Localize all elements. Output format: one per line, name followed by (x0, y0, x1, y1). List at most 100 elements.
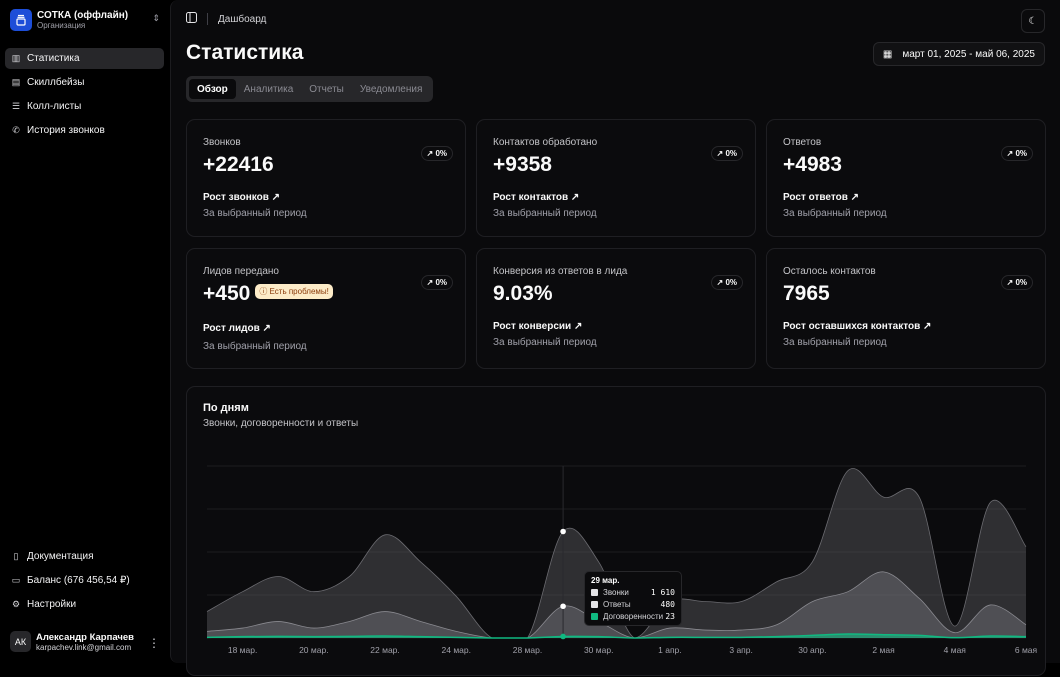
stat-footer: Рост контактов ↗ (493, 192, 579, 203)
stat-footer-text: Рост звонков (203, 192, 269, 203)
sidebar-item-0[interactable]: ▯ Документация (5, 546, 164, 567)
x-tick-label: 1 апр. (658, 645, 682, 655)
x-tick-label: 30 мар. (584, 645, 613, 655)
x-tick-label: 2 мая (872, 645, 895, 655)
change-value: 0% (435, 149, 447, 158)
org-name: СОТКА (оффлайн) (37, 10, 129, 21)
stat-card: Конверсия из ответов в лида 9.03% ↗ 0% Рост… (476, 248, 756, 369)
stat-footer: Рост ответов ↗ (783, 192, 859, 203)
sidebar-item-0[interactable]: ▥ Статистика (5, 48, 164, 69)
stat-value-text: +450 (203, 282, 251, 305)
stat-label: Осталось контактов (783, 266, 876, 277)
stat-value-text: 7965 (783, 282, 830, 305)
sidebar-toggle-icon[interactable] (186, 12, 197, 26)
series-line-2 (206, 633, 1027, 639)
stat-footer: Рост конверсии ↗ (493, 321, 582, 332)
stat-subtitle: За выбранный период (493, 208, 597, 219)
change-badge: ↗ 0% (1000, 275, 1033, 290)
user-menu[interactable]: АК Александр Карпачев karpachev.link@gmai… (10, 631, 160, 652)
change-value: 0% (1015, 149, 1027, 158)
stat-value-text: +22416 (203, 153, 274, 176)
change-badge: ↗ 0% (1000, 146, 1033, 161)
stat-footer-text: Рост контактов (493, 192, 569, 203)
stat-subtitle: За выбранный период (783, 337, 887, 348)
stat-value: +4983 (783, 153, 842, 177)
sidebar-item-label: Статистика (27, 53, 80, 64)
chevrons-up-down-icon: ⇕ (152, 13, 160, 23)
stat-subtitle: За выбранный период (493, 337, 597, 348)
trending-up-icon: ↗ (847, 192, 860, 203)
stat-value: +9358 (493, 153, 552, 177)
stat-card: Ответов +4983 ↗ 0% Рост ответов ↗ За выбранн… (766, 119, 1046, 237)
theme-toggle-moon-icon[interactable]: ☾ (1021, 9, 1045, 33)
tab-2[interactable]: Отчеты (309, 83, 344, 95)
series-line-0 (206, 468, 1027, 639)
stat-value-text: +4983 (783, 153, 842, 176)
tab-0[interactable]: Обзор (189, 79, 236, 99)
more-vertical-icon[interactable]: ⋮ (148, 636, 160, 650)
area-chart[interactable]: 18 мар. 20 мар. 22 мар. 24 мар. 28 мар. 30 ма… (187, 387, 1047, 677)
area-1 (207, 571, 1026, 638)
change-badge: ↗ 0% (710, 275, 743, 290)
area-0 (207, 468, 1026, 638)
change-badge: ↗ 0% (420, 146, 453, 161)
active-point (560, 528, 566, 535)
stat-card: Осталось контактов 7965 ↗ 0% Рост оставшихс… (766, 248, 1046, 369)
x-tick-label: 18 мар. (228, 645, 257, 655)
alert-icon: ⓘ (259, 286, 270, 296)
user-email: karpachev.link@gmail.com (36, 642, 132, 652)
change-badge: ↗ 0% (710, 146, 743, 161)
trending-up-icon: ↗ (1006, 278, 1016, 287)
tooltip-date: 29 мар. (591, 576, 620, 585)
trending-up-icon: ↗ (716, 149, 726, 158)
stat-value-text: +9358 (493, 153, 552, 176)
sidebar-item-label: Настройки (27, 599, 77, 610)
trending-up-icon: ↗ (426, 149, 436, 158)
trending-up-icon: ↗ (1006, 149, 1016, 158)
chart-title: По дням (203, 402, 249, 414)
x-tick-label: 20 мар. (299, 645, 328, 655)
stat-footer-text: Рост ответов (783, 192, 848, 203)
stat-footer-text: Рост оставшихся контактов (783, 321, 921, 332)
sidebar-item-2[interactable]: ☰ Колл-листы (5, 96, 164, 117)
tab-3[interactable]: Уведомления (359, 83, 423, 95)
book-icon: ▤ (11, 77, 21, 87)
sidebar-item-2[interactable]: ⚙ Настройки (5, 594, 164, 615)
bar-chart-icon: ▥ (11, 53, 21, 63)
list-icon: ☰ (11, 101, 21, 111)
stat-footer-text: Рост лидов (203, 323, 260, 334)
chart-tooltip: 29 мар. Звонки 1 610 Ответы 480 Договореннос… (584, 571, 682, 626)
sidebar-item-3[interactable]: ✆ История звонков (5, 120, 164, 141)
stat-label: Звонков (203, 137, 241, 148)
x-tick-label: 22 мар. (370, 645, 399, 655)
stat-card: Контактов обработано +9358 ↗ 0% Рост контак… (476, 119, 756, 237)
org-switcher[interactable]: СОТКА (оффлайн) Организация ⇕ (10, 9, 160, 31)
tooltip-row: Ответы 480 (591, 600, 675, 609)
warning-badge[interactable]: ⓘ Есть проблемы! (255, 283, 333, 299)
change-value: 0% (1015, 278, 1027, 287)
sidebar-item-label: Баланс (676 456,54 ₽) (27, 575, 130, 586)
legend-swatch (591, 601, 598, 608)
sidebar-item-1[interactable]: ▤ Скиллбейзы (5, 72, 164, 93)
stat-value-text: 9.03% (493, 282, 553, 305)
x-tick-label: 28 мар. (513, 645, 542, 655)
book-open-icon: ▯ (13, 551, 19, 561)
tooltip-series-value: 23 (665, 612, 675, 621)
change-value: 0% (725, 278, 737, 287)
change-badge: ↗ 0% (420, 275, 453, 290)
stat-card: Звонков +22416 ↗ 0% Рост звонков ↗ За выбран… (186, 119, 466, 237)
date-range-picker[interactable]: ▦ март 01, 2025 - май 06, 2025 (872, 42, 1045, 66)
trending-up-icon: ↗ (568, 192, 580, 203)
change-value: 0% (725, 149, 737, 158)
page-title: Статистика (186, 41, 304, 64)
breadcrumb[interactable]: Дашбоард (218, 13, 267, 25)
warning-text: Есть проблемы! (269, 286, 329, 296)
org-subtitle: Организация (37, 21, 86, 30)
phone-icon: ✆ (12, 125, 20, 135)
stat-label: Лидов передано (203, 266, 279, 277)
stat-label: Конверсия из ответов в лида (493, 266, 628, 277)
tab-1[interactable]: Аналитика (243, 83, 294, 95)
tooltip-row: Звонки 1 610 (591, 588, 675, 597)
sidebar-item-1[interactable]: ▭ Баланс (676 456,54 ₽) (5, 570, 164, 591)
legend-swatch (591, 613, 598, 620)
